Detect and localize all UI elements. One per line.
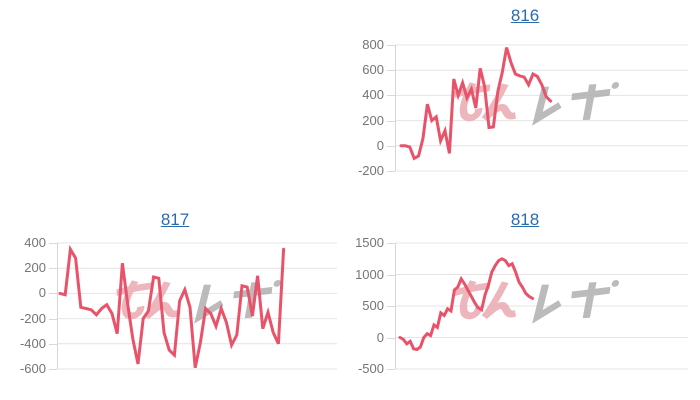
- machine-chart-card-816: 816 800 600 400 200 0 -200: [350, 0, 700, 200]
- plot-area: [395, 236, 688, 376]
- y-axis-tick: [387, 306, 395, 307]
- y-axis-label: 0: [38, 285, 46, 301]
- y-axis-tick: [49, 318, 57, 320]
- y-axis-label: -600: [19, 361, 46, 376]
- plot-row: 800 600 400 200 0 -200: [350, 37, 700, 178]
- y-axis-label: 1000: [355, 266, 384, 282]
- plot-row: 400 200 0 -200 -400 -600: [0, 235, 350, 376]
- chart-title-row: 816: [350, 6, 700, 30]
- machine-chart-card-818: 818 1500 1000 500 0 -500: [350, 200, 700, 400]
- y-axis-label: -200: [357, 163, 384, 178]
- y-axis: 400 200 0 -200 -400 -600: [0, 235, 57, 376]
- y-axis: 800 600 400 200 0 -200: [350, 37, 395, 178]
- y-axis: 1500 1000 500 0 -500: [350, 235, 395, 376]
- y-axis-label: -400: [19, 335, 46, 351]
- y-axis-label: 400: [24, 235, 46, 250]
- y-axis-tick: [387, 145, 395, 147]
- y-axis-label: 400: [362, 87, 384, 103]
- y-axis-label: 0: [376, 329, 384, 345]
- y-axis-tick: [49, 268, 57, 270]
- minrepo-watermark: [454, 82, 620, 126]
- y-axis-label: 200: [24, 260, 46, 276]
- y-axis-tick: [387, 95, 395, 97]
- slump-graph: [395, 242, 688, 370]
- y-axis-tick: [387, 337, 395, 339]
- y-axis-tick: [387, 243, 395, 244]
- y-axis-tick: [387, 171, 395, 172]
- y-axis-label: 500: [362, 298, 384, 313]
- machine-number-link[interactable]: 817: [160, 210, 190, 229]
- y-axis-tick: [387, 369, 395, 370]
- y-axis-tick: [49, 243, 57, 244]
- empty-region: [0, 0, 350, 200]
- y-axis-label: -200: [19, 310, 46, 326]
- plot-row: 1500 1000 500 0 -500: [350, 235, 700, 376]
- y-axis-label: 1500: [355, 235, 384, 250]
- y-axis-tick: [387, 70, 395, 72]
- slump-line: [398, 257, 535, 352]
- machine-number-link[interactable]: 816: [510, 6, 540, 25]
- machine-chart-card-817: 817 400 200 0 -200 -400 -600: [0, 200, 350, 400]
- y-axis-label: -500: [357, 361, 384, 376]
- plot-area: [57, 236, 337, 376]
- y-axis-tick: [49, 343, 57, 345]
- slump-graph: [57, 242, 337, 370]
- y-axis-tick: [49, 293, 57, 295]
- y-axis-tick: [387, 45, 395, 46]
- slump-graph: [395, 44, 688, 172]
- slump-line: [399, 47, 553, 161]
- y-axis-label: 800: [362, 37, 384, 52]
- machine-number-link[interactable]: 818: [510, 210, 540, 229]
- y-axis-tick: [387, 274, 395, 276]
- y-axis-label: 0: [376, 137, 384, 153]
- y-axis-label: 600: [362, 62, 384, 78]
- chart-title-row: 817: [0, 210, 350, 232]
- y-axis-tick: [49, 369, 57, 370]
- chart-title-row: 818: [350, 210, 700, 232]
- y-axis-label: 200: [362, 112, 384, 128]
- slump-line: [58, 244, 286, 369]
- plot-area: [395, 38, 688, 178]
- y-axis-tick: [387, 120, 395, 122]
